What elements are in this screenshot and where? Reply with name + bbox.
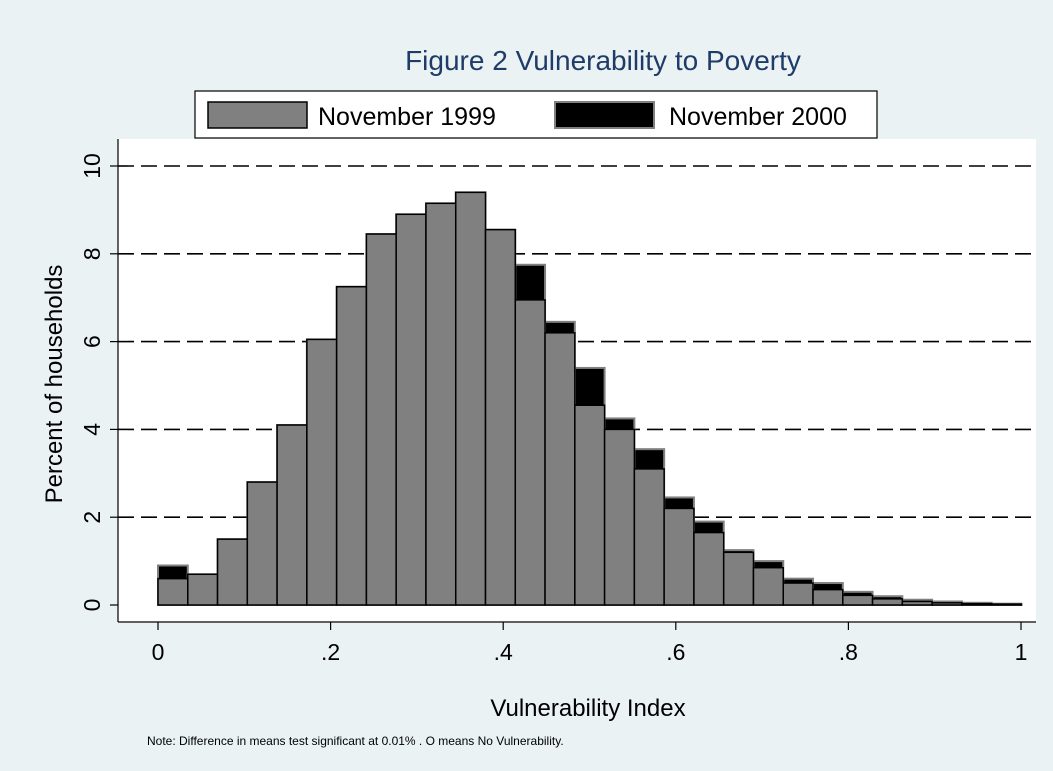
- x-tick-label-1: .2: [321, 639, 340, 665]
- nov1999-bar-3: [246, 481, 278, 606]
- legend-label-2000: November 2000: [669, 103, 847, 131]
- nov1999-bar-9: [425, 202, 457, 606]
- y-tick-label-4: 8: [79, 247, 105, 260]
- legend-swatch-2000: [554, 101, 655, 129]
- y-tick-label-1: 2: [79, 511, 105, 524]
- nov1999-bar-10: [454, 191, 487, 606]
- nov1999-bar-13: [544, 332, 576, 606]
- x-tick-label-2: .4: [494, 639, 513, 665]
- nov1999-bar-0: [157, 577, 189, 606]
- legend-label-1999: November 1999: [318, 103, 496, 131]
- chart-note: Note: Difference in means test significa…: [147, 734, 564, 748]
- nov1999-bar-26: [931, 602, 963, 606]
- y-tick-label-3: 6: [79, 335, 105, 348]
- nov1999-bar-18: [693, 531, 725, 606]
- nov1999-bar-1: [187, 573, 219, 606]
- nov1999-bar-17: [663, 507, 695, 606]
- nov1999-bar-4: [276, 424, 308, 606]
- nov1999-bar-11: [484, 228, 517, 606]
- y-axis-ticks: 0 2 4 6 8 10: [79, 153, 118, 611]
- nov1999-bar-28: [990, 603, 1023, 606]
- x-tick-label-0: 0: [152, 639, 165, 665]
- nov1999-bar-6: [335, 285, 368, 606]
- nov1999-bar-12: [514, 299, 546, 606]
- nov1999-bar-20: [752, 566, 784, 606]
- y-axis-label: Percent of households: [41, 265, 68, 504]
- x-tick-label-4: .8: [839, 639, 858, 665]
- nov1999-bar-8: [395, 213, 427, 606]
- legend-box: [194, 90, 878, 139]
- x-tick-label-3: .6: [666, 639, 685, 665]
- chart-title: Figure 2 Vulnerability to Poverty: [405, 45, 801, 76]
- legend-swatch-1999: [207, 101, 308, 129]
- nov1999-bar-16: [633, 468, 665, 606]
- nov1999-bar-21: [782, 582, 814, 606]
- nov1999-bar-23: [842, 594, 874, 606]
- x-axis-ticks: 0 .2 .4 .6 .8 1: [152, 622, 1028, 665]
- nov1999-bar-27: [961, 602, 993, 606]
- x-axis-label: Vulnerability Index: [490, 695, 685, 722]
- nov1999-bar-24: [871, 598, 904, 606]
- nov1999-bar-25: [901, 600, 933, 606]
- y-tick-label-0: 0: [79, 599, 105, 612]
- nov1999-bar-22: [812, 588, 844, 606]
- nov1999-bar-15: [603, 428, 636, 606]
- nov1999-bar-2: [216, 538, 249, 606]
- nov1999-bar-7: [365, 233, 397, 606]
- y-tick-label-2: 4: [79, 423, 105, 436]
- nov1999-bar-5: [306, 338, 338, 606]
- y-tick-label-5: 10: [79, 153, 105, 179]
- x-tick-label-5: 1: [1015, 639, 1028, 665]
- nov1999-bar-14: [574, 404, 606, 606]
- legend: November 1999 November 2000: [194, 90, 878, 139]
- bars-november-1999: [157, 191, 1023, 606]
- nov1999-bar-19: [722, 551, 755, 606]
- gridlines: [118, 165, 1036, 519]
